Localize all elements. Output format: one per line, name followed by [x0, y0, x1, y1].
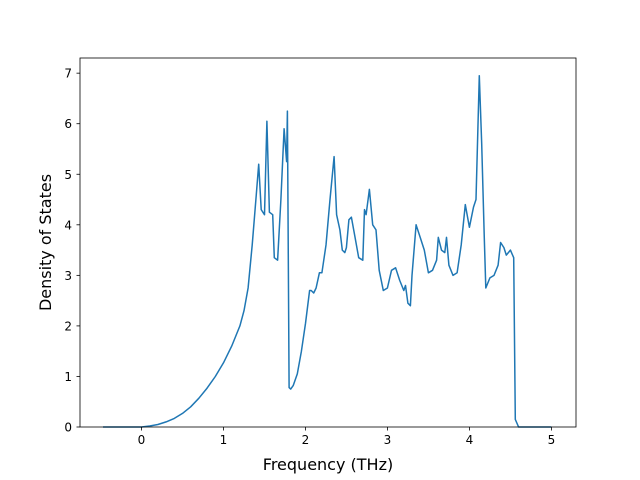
x-tick-label: 3: [384, 433, 392, 447]
y-axis-label: Density of States: [36, 174, 55, 311]
y-tick-label: 3: [64, 269, 72, 283]
x-tick-label: 0: [138, 433, 146, 447]
x-tick-label: 5: [548, 433, 556, 447]
x-axis: 0 1 2 3 4 5: [138, 427, 556, 447]
dos-series-line-0: [103, 74, 552, 428]
y-tick-label: 1: [64, 370, 72, 384]
y-tick-label: 5: [64, 168, 72, 182]
y-tick-label: 7: [64, 67, 72, 81]
x-axis-label: Frequency (THz): [263, 455, 393, 474]
plot-area: [103, 74, 552, 428]
y-tick-label: 0: [64, 421, 72, 435]
x-tick-label: 2: [302, 433, 310, 447]
y-axis: 0 1 2 3 4 5 6 7: [64, 67, 80, 435]
y-tick-label: 4: [64, 218, 72, 232]
x-tick-label: 4: [466, 433, 474, 447]
axes-frame: [79, 57, 577, 428]
y-tick-label: 6: [64, 117, 72, 131]
x-tick-label: 1: [220, 433, 228, 447]
y-tick-label: 2: [64, 319, 72, 333]
